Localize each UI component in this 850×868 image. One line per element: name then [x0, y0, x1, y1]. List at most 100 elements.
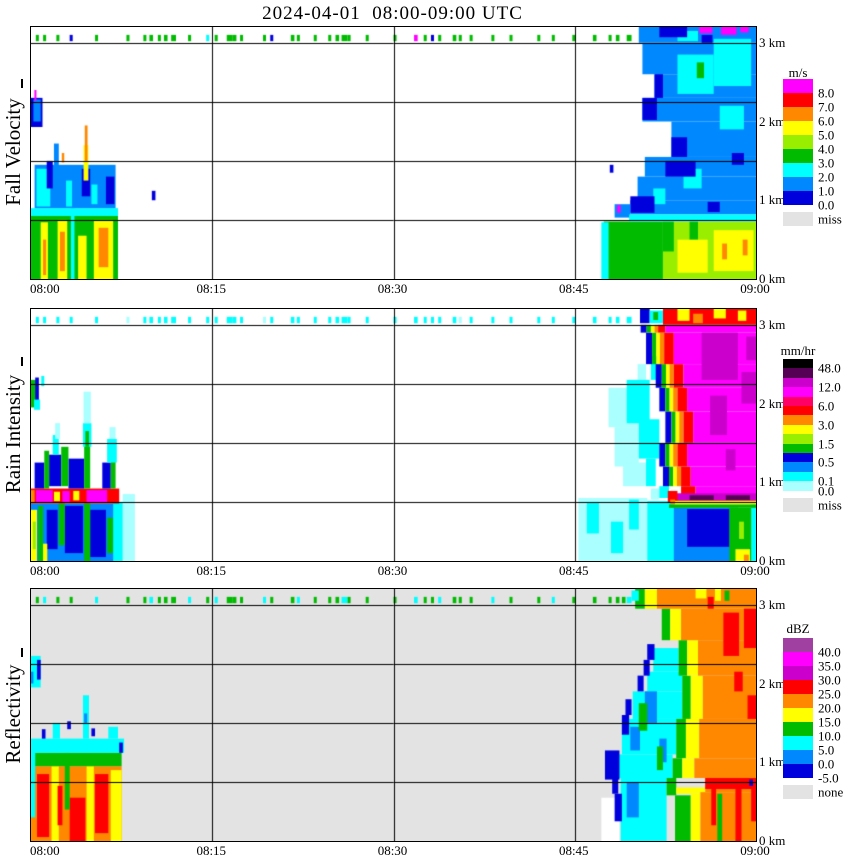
legend-color-box [783, 434, 813, 444]
time-label: 08:00 [30, 563, 60, 578]
time-label: 08:45 [558, 281, 589, 296]
km-label: 2 km [759, 675, 786, 691]
legend-color-box [783, 638, 813, 652]
km-label: 1 km [759, 474, 786, 490]
time-label: 08:15 [196, 563, 227, 578]
legend-miss-box [783, 212, 813, 226]
time-label: 08:30 [377, 843, 408, 858]
km-label: 3 km [759, 316, 786, 332]
time-label: 08:45 [558, 843, 589, 858]
rain-intensity-axis-label: Rain Intensity [1, 374, 25, 494]
legend-value-label: 8.0 [818, 85, 835, 101]
legend-value-label: 4.0 [818, 141, 835, 157]
legend-color-box [783, 666, 813, 680]
legend-color-box [783, 764, 813, 778]
legend-value-label: 25.0 [818, 686, 841, 702]
time-label: 08:00 [30, 843, 60, 858]
km-label: 0 km [759, 271, 786, 286]
legend-color-box [783, 359, 813, 369]
time-label: 08:15 [196, 843, 227, 858]
time-label: 09:00 [740, 843, 770, 858]
legend-miss-label: miss [818, 211, 842, 227]
time-label: 08:30 [377, 281, 408, 296]
rain-intensity-heatmap [31, 309, 756, 561]
legend-color-box [783, 163, 813, 177]
legend-color-box [783, 462, 813, 472]
km-label: 3 km [759, 596, 786, 612]
legend-miss-box [783, 497, 813, 512]
legend-color-box [783, 694, 813, 708]
legend-color-box [783, 191, 813, 205]
fall-velocity-panel [30, 26, 757, 280]
legend-color-box [783, 368, 813, 378]
legend-color-box [783, 79, 813, 93]
time-label: 09:00 [740, 281, 770, 296]
reflectivity-heatmap [31, 589, 756, 841]
legend-color-box [783, 406, 813, 416]
legend-value-label: 15.0 [818, 714, 841, 730]
km-label: 0 km [759, 553, 786, 568]
legend-miss-box [783, 785, 813, 799]
legend-value-label: 48.0 [818, 360, 841, 376]
legend-miss-label: miss [818, 497, 842, 513]
legend-color-box [783, 377, 813, 388]
legend-value-label: 0.0 [818, 197, 835, 213]
reflectivity-panel [30, 588, 757, 842]
legend-color-box [783, 415, 813, 425]
legend-value-label: 10.0 [818, 728, 841, 744]
legend-color-box [783, 443, 813, 453]
legend-color-box [783, 135, 813, 149]
axis-tick [21, 79, 23, 88]
legend-color-box [783, 93, 813, 107]
fall-velocity-axis-label: Fall Velocity [1, 98, 25, 206]
axis-tick [21, 357, 23, 366]
fall-velocity-heatmap [31, 27, 756, 279]
legend-value-label: 40.0 [818, 644, 841, 660]
legend-value-label: 35.0 [818, 658, 841, 674]
legend-value-label: 3.0 [818, 417, 835, 433]
km-label: 1 km [759, 754, 786, 770]
legend-color-box [783, 121, 813, 135]
km-label: 3 km [759, 34, 786, 50]
legend-color-box [783, 424, 813, 435]
legend-color-box [783, 396, 813, 406]
legend-color-box [783, 708, 813, 722]
km-label: 0 km [759, 833, 786, 848]
legend-value-label: 12.0 [818, 379, 841, 395]
legend-value-label: 5.0 [818, 127, 835, 143]
legend-value-label: 30.0 [818, 672, 841, 688]
time-label: 08:00 [30, 281, 60, 296]
legend-value-label: 1.5 [818, 436, 835, 452]
legend-color-box [783, 736, 813, 750]
legend-value-label: 2.0 [818, 169, 835, 185]
legend-value-label: 1.0 [818, 183, 835, 199]
legend-color-box [783, 149, 813, 163]
legend-color-box [783, 481, 813, 491]
legend-color-box [783, 177, 813, 191]
legend-value-label: 0.5 [818, 454, 835, 470]
legend-value-label: 0.0 [818, 756, 835, 772]
km-label: 2 km [759, 113, 786, 129]
legend-color-box [783, 107, 813, 121]
legend-color-box [783, 680, 813, 694]
legend-color-box [783, 722, 813, 736]
legend-color-box [783, 387, 813, 397]
legend-title-ms: m/s [788, 65, 808, 80]
legend-value-label: 3.0 [818, 155, 835, 171]
time-label: 08:30 [377, 563, 408, 578]
legend-color-box [783, 750, 813, 764]
legend-value-label: 0.0 [818, 483, 835, 499]
legend-value-label: 6.0 [818, 398, 835, 414]
legend-value-label: -5.0 [818, 770, 839, 786]
legend-color-box [783, 652, 813, 666]
axis-tick [21, 648, 23, 657]
legend-value-label: 0.1 [818, 473, 835, 489]
time-label: 09:00 [740, 563, 770, 578]
legend-value-label: 7.0 [818, 99, 835, 115]
legend-value-label: 5.0 [818, 742, 835, 758]
legend-color-box [783, 453, 813, 463]
legend-value-label: 6.0 [818, 113, 835, 129]
legend-value-label: 20.0 [818, 700, 841, 716]
km-label: 2 km [759, 395, 786, 411]
